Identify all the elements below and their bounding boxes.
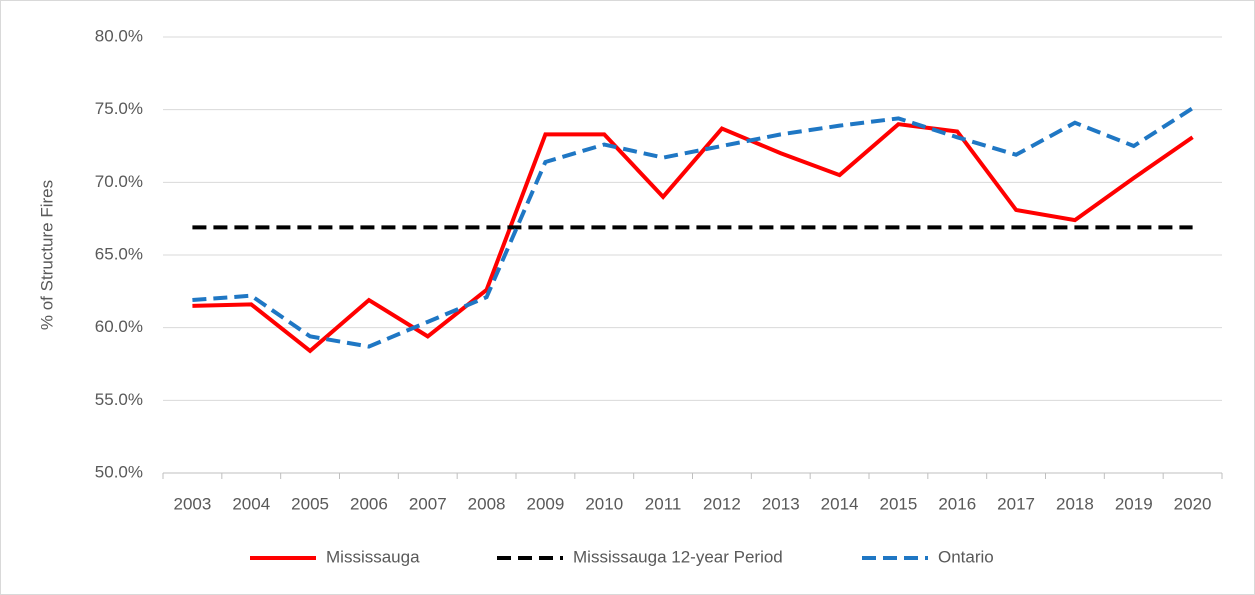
x-tick-label: 2013 (762, 494, 800, 513)
x-tick-label: 2008 (468, 494, 506, 513)
series-line (192, 122, 1194, 354)
y-tick-label: 60.0% (95, 317, 143, 336)
x-tick-label: 2010 (585, 494, 623, 513)
x-tick-label: 2003 (174, 494, 212, 513)
x-tick-label: 2005 (291, 494, 329, 513)
x-tick-label: 2015 (880, 494, 918, 513)
legend-label: Mississauga 12-year Period (573, 547, 783, 566)
x-tick-label: 2006 (350, 494, 388, 513)
x-tick-label: 2012 (703, 494, 741, 513)
y-tick-label: 50.0% (95, 462, 143, 481)
x-tick-label: 2011 (645, 494, 682, 513)
y-tick-label: 65.0% (95, 244, 143, 263)
x-tick-label: 2017 (997, 494, 1035, 513)
x-tick-label: 2014 (821, 494, 859, 513)
y-axis-label: % of Structure Fires (37, 180, 56, 330)
y-tick-label: 70.0% (95, 172, 143, 191)
y-tick-label: 55.0% (95, 390, 143, 409)
x-tick-label: 2018 (1056, 494, 1094, 513)
x-tick-label: 2007 (409, 494, 447, 513)
series-line (192, 106, 1194, 349)
y-tick-label: 75.0% (95, 99, 143, 118)
x-tick-label: 2019 (1115, 494, 1153, 513)
x-tick-label: 2016 (938, 494, 976, 513)
legend-label: Ontario (938, 547, 994, 566)
x-tick-label: 2020 (1174, 494, 1212, 513)
y-tick-label: 80.0% (95, 26, 143, 45)
x-tick-label: 2004 (232, 494, 270, 513)
x-tick-label: 2009 (527, 494, 565, 513)
legend-label: Mississauga (326, 547, 420, 566)
